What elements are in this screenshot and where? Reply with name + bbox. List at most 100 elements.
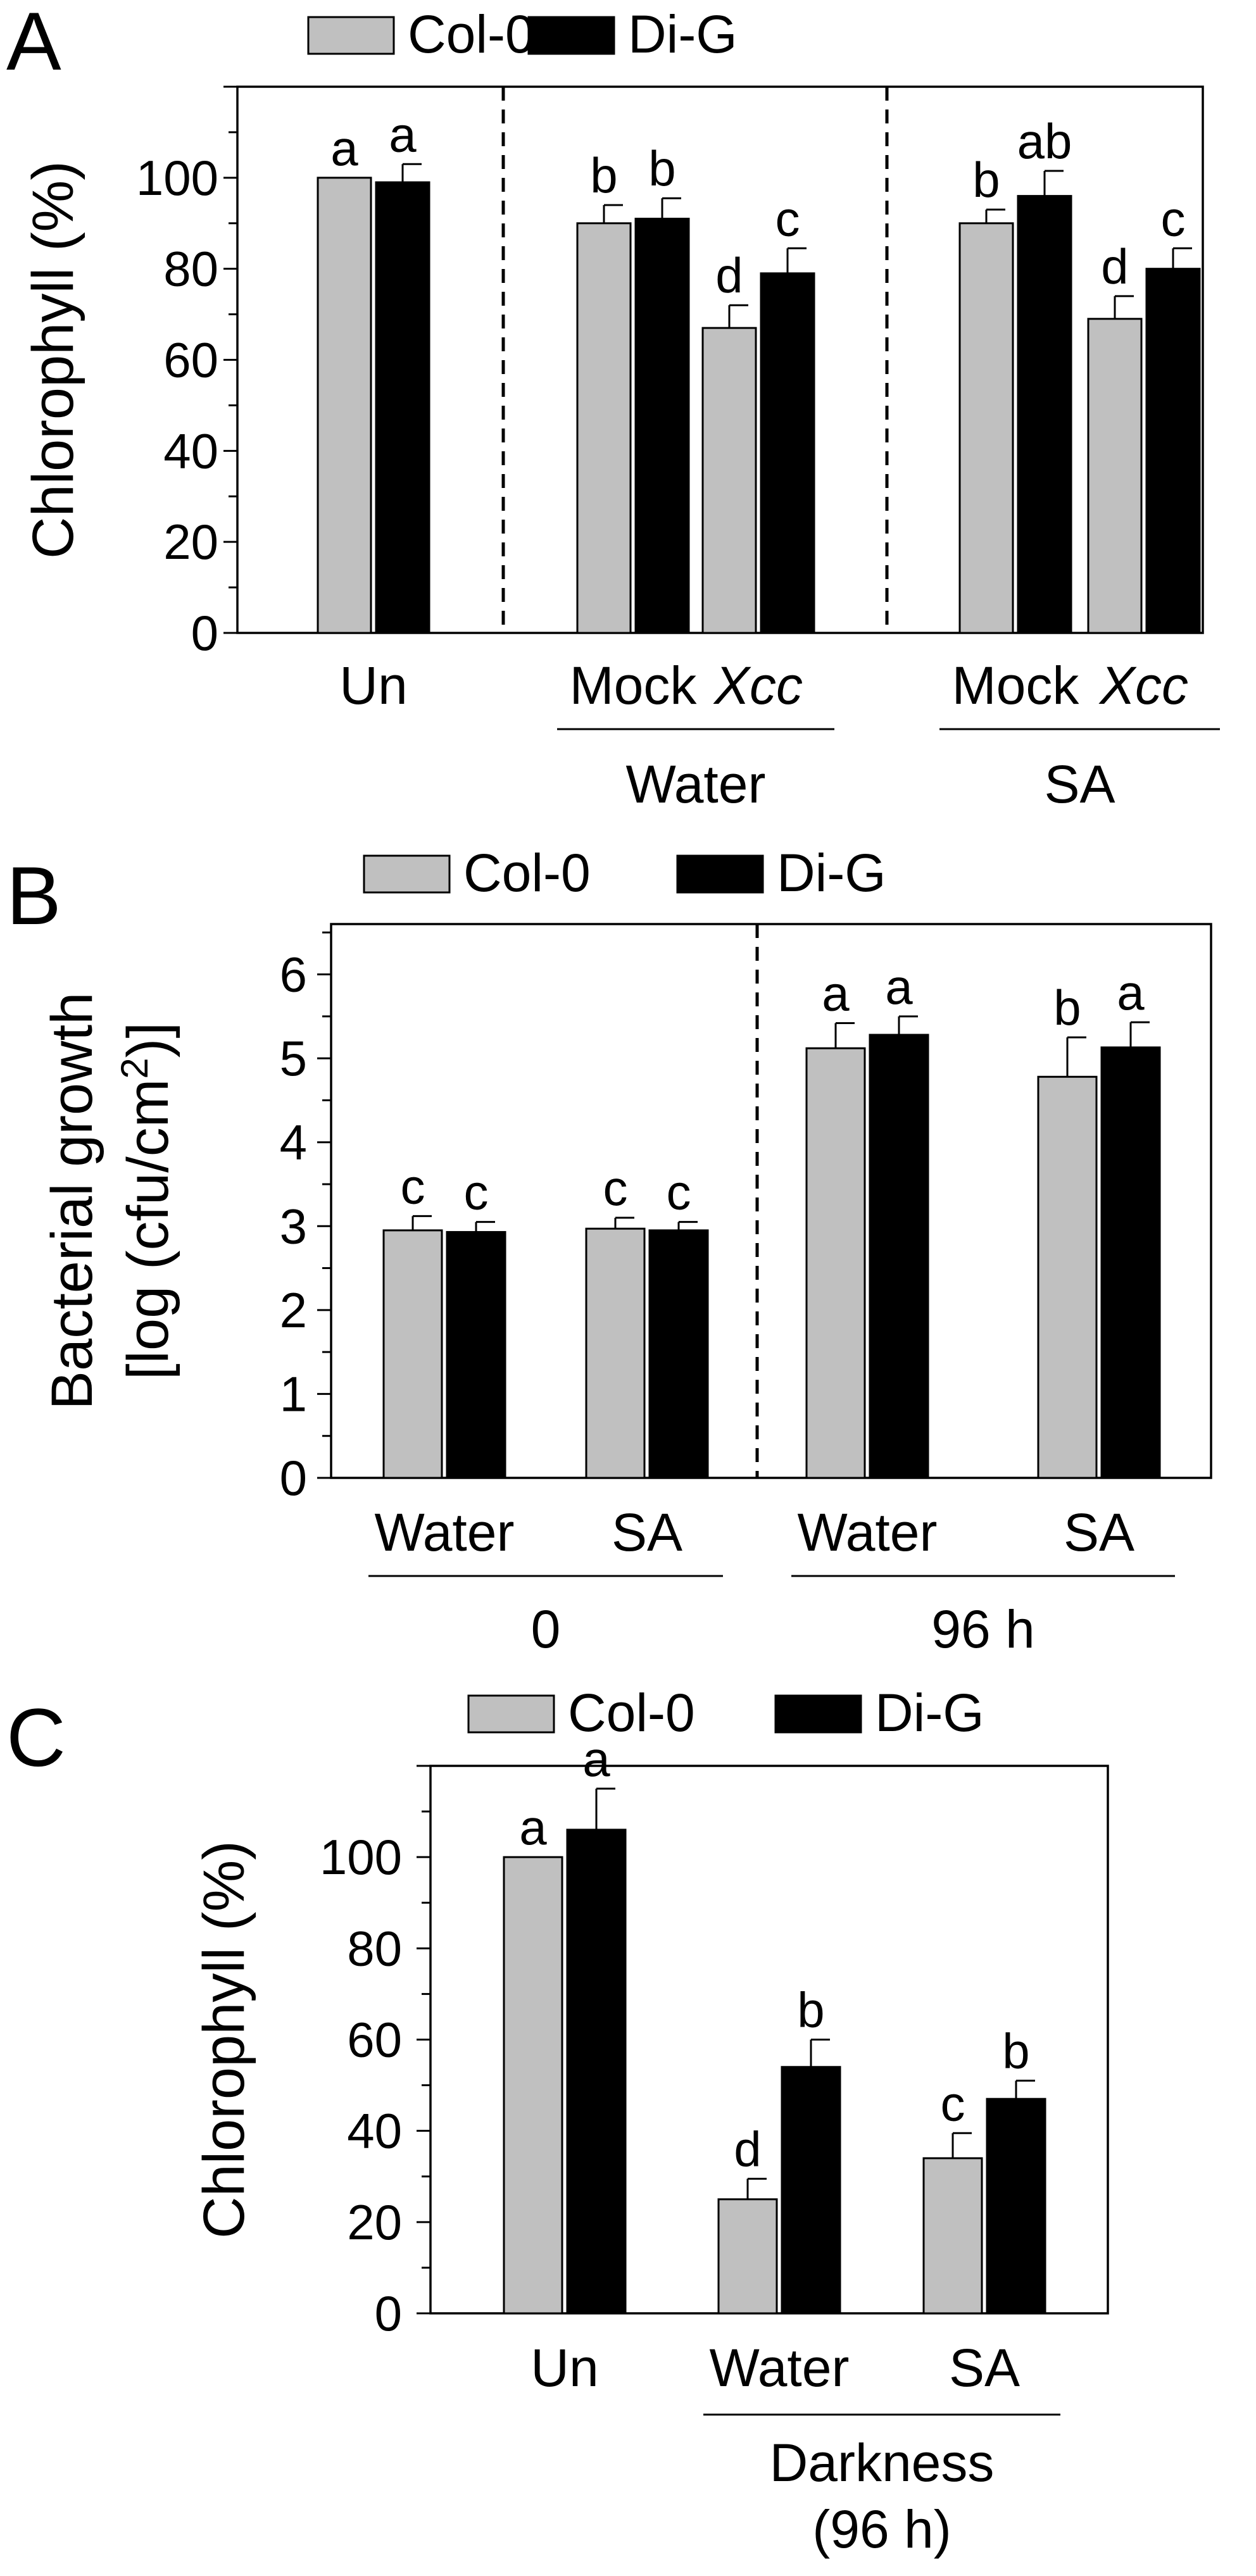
bar-col0 [1037,1075,1098,1479]
x-tick-label: Water [710,2338,850,2398]
y-tick-label: 1 [280,1366,307,1422]
legend-label-col0: Col-0 [408,4,535,64]
y-tick-label: 0 [191,605,218,661]
significance-label: d [1101,239,1128,294]
group-label: SA [1044,754,1115,814]
bar-dig [986,2098,1046,2315]
y-axis-label-line2: [log (cfu/cm2)] [113,1022,180,1380]
bar-col0 [317,177,372,634]
significance-label: ab [1017,113,1072,169]
group-label: Water [626,754,766,814]
panel-label: C [6,1691,66,1784]
y-tick-label: 5 [280,1030,307,1086]
significance-label: d [715,247,743,303]
significance-label: b [797,1982,824,2038]
x-tick-label: Un [339,656,407,715]
significance-label: b [648,141,675,196]
legend-swatch-col0 [363,854,451,894]
bar-dig [375,181,430,634]
y-tick-label: 80 [347,1920,402,1976]
group-label-line2: (96 h) [812,2499,951,2559]
y-tick-label: 80 [163,241,218,297]
bar-dig [634,218,690,634]
panel-label: A [6,0,61,87]
bar-col0 [922,2157,983,2315]
significance-label: c [1161,191,1186,246]
bar-dig [869,1034,929,1479]
significance-label: a [822,965,850,1021]
significance-label: b [972,152,1000,208]
significance-label: c [401,1158,425,1214]
bar-col0 [503,1856,563,2315]
significance-label: a [330,120,358,176]
legend-swatch-col0 [467,1694,555,1734]
significance-label: b [1053,980,1081,1035]
chart-panel-b: B Col-0 Di-G 0 1 2 3 4 5 6 Bacterial growth [log (c… [6,843,1212,1659]
significance-label: d [734,2121,761,2177]
bar-dig [1145,268,1201,634]
legend-swatch-dig [774,1694,862,1734]
significance-label: c [941,2075,965,2131]
bar-dig [566,1829,627,2315]
chart-panel-c: C Col-0 Di-G 0 20 40 60 80 100 Chlorophyll (%) aa U… [6,1683,1109,2559]
legend-swatch-dig [676,854,764,894]
y-tick-label: 20 [347,2194,402,2250]
significance-label: b [1002,2023,1029,2079]
y-tick-label: 40 [347,2103,402,2159]
significance-label: c [776,191,800,246]
bar-col0 [1087,318,1143,634]
bar-dig [1017,195,1072,634]
significance-label: a [885,959,913,1015]
x-tick-label: SA [1064,1503,1134,1562]
plot-frame [330,923,1212,1479]
significance-label: a [1117,965,1145,1020]
x-tick-label: Mock [952,656,1080,715]
y-tick-label: 100 [136,150,218,206]
x-tick-label: Water [798,1503,938,1562]
y-tick-label: 6 [280,947,307,1003]
significance-label: c [667,1165,691,1220]
group-label: 96 h [931,1599,1035,1659]
significance-label: a [389,106,417,162]
legend-label-dig: Di-G [875,1683,984,1742]
bar-col0 [805,1047,866,1479]
x-tick-label: Mock [570,656,698,715]
bar-dig [648,1229,709,1479]
y-axis-label: Chlorophyll (%) [21,161,85,559]
significance-label: b [590,147,617,203]
significance-label: a [519,1799,547,1855]
bar-col0 [958,222,1014,634]
group-label: 0 [531,1599,561,1659]
bar-col0 [717,2198,778,2315]
y-tick-label: 4 [280,1115,307,1170]
legend-swatch-dig [527,16,615,55]
x-tick-label: SA [949,2338,1020,2398]
x-tick-label: SA [612,1503,682,1562]
bar-dig [1100,1046,1161,1479]
y-tick-label: 100 [320,1829,402,1885]
y-tick-label: 2 [280,1282,307,1338]
bar-dig [781,2066,841,2315]
significance-label: c [464,1165,489,1220]
chart-panel-a: A Col-0 Di-G 0 20 40 60 80 100 Chlorophyll (%) a a U… [6,0,1220,814]
legend-label-dig: Di-G [628,4,738,64]
x-tick-label: Un [531,2338,598,2398]
x-tick-label: Xcc [713,656,803,715]
y-tick-label: 20 [163,514,218,570]
group-label: Darkness [770,2433,995,2492]
y-tick-label: 3 [280,1198,307,1254]
legend-label-col0: Col-0 [463,843,591,903]
x-tick-label: Xcc [1098,656,1188,715]
bar-col0 [585,1227,646,1479]
significance-label: c [603,1160,628,1216]
panel-label: B [6,849,61,942]
y-tick-label: 0 [280,1450,307,1506]
y-tick-label: 60 [163,332,218,388]
y-axis-label: Bacterial growth [40,992,104,1410]
y-tick-label: 0 [375,2285,402,2341]
x-tick-label: Water [375,1503,515,1562]
y-axis-label: Chlorophyll (%) [192,1841,256,2239]
legend-label-dig: Di-G [777,843,886,903]
y-tick-label: 40 [163,423,218,478]
